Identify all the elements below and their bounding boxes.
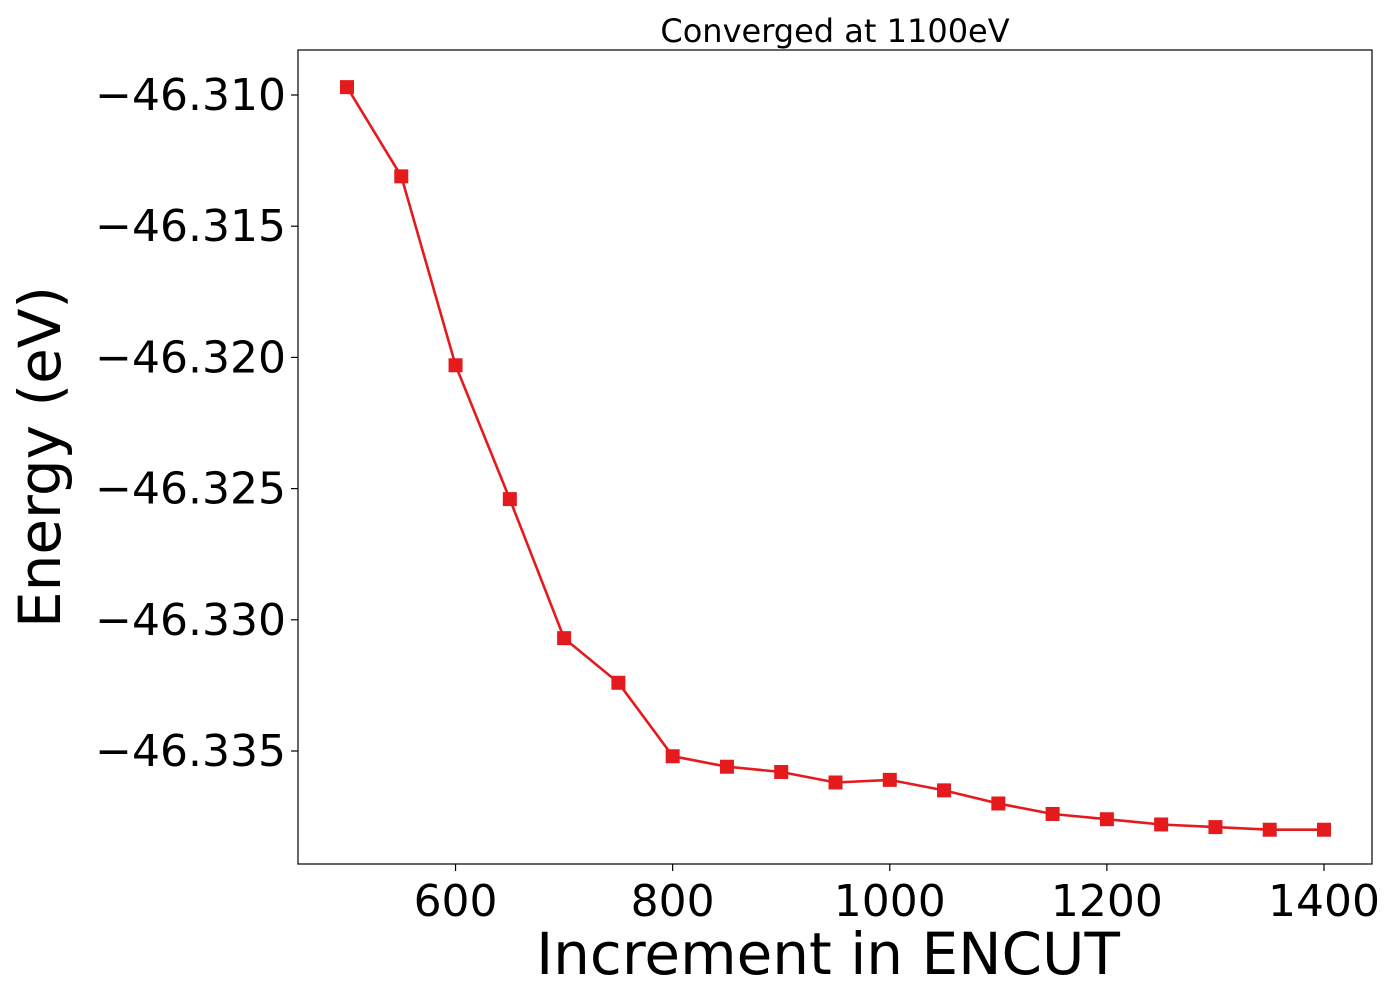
y-axis-label: Energy (eV) [6,286,74,628]
x-tick-label: 1000 [834,876,946,927]
data-point [1099,812,1114,827]
series-layer [340,80,1331,837]
x-axis: 600 800 1000 1200 1400 [414,864,1380,927]
data-point [1154,817,1169,832]
data-point [665,749,680,764]
y-tick-label: −46.320 [95,332,286,383]
data-point [448,358,463,373]
data-point [502,492,517,507]
data-point [1045,806,1060,821]
y-tick-label: −46.315 [95,201,286,252]
x-axis-label: Increment in ENCUT [536,920,1120,988]
y-axis: −46.310 −46.315 −46.320 −46.325 −46.330 −46.3… [95,70,298,777]
data-point [882,772,897,787]
y-tick-label: −46.330 [95,595,286,646]
data-point [557,631,572,646]
data-point [719,759,734,774]
x-tick-label: 800 [631,876,715,927]
data-point [611,675,626,690]
data-point [1317,822,1331,837]
y-tick-label: −46.335 [95,726,286,777]
y-tick-label: −46.325 [95,464,286,515]
y-tick-label: −46.310 [95,70,286,121]
x-tick-label: 600 [414,876,498,927]
x-tick-label: 1200 [1051,876,1163,927]
x-tick-label: 1400 [1268,876,1380,927]
plot-area [297,49,1373,865]
data-point [828,775,843,790]
data-point [774,764,789,779]
data-point [340,80,354,95]
data-point [937,783,952,798]
data-point [1208,820,1223,835]
chart-title: Converged at 1100eV [660,12,1009,50]
data-point [991,796,1006,811]
data-point [394,169,409,184]
data-point [1262,822,1277,837]
